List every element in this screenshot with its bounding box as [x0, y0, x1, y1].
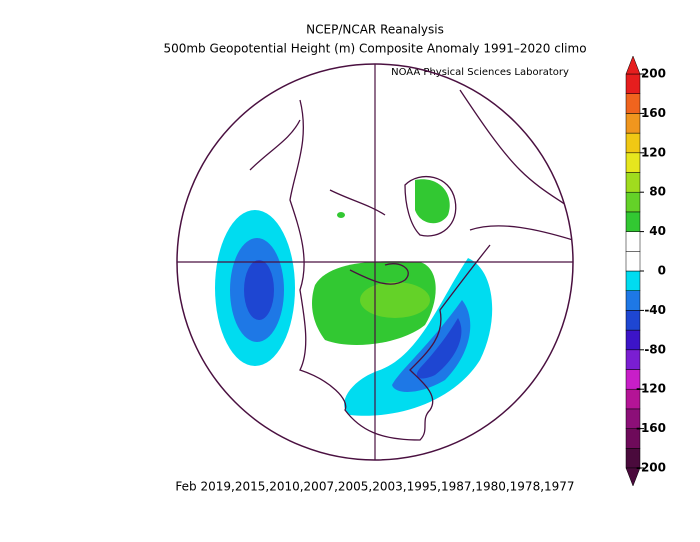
- colorbar-label: 80: [649, 185, 666, 199]
- map: [177, 64, 573, 460]
- positive-anomaly: [360, 282, 430, 318]
- colorbar-label: 120: [641, 145, 666, 159]
- colorbar-label: -40: [644, 303, 666, 317]
- colorbar-segment: [625, 251, 641, 272]
- negative-anomaly: [344, 258, 493, 416]
- colorbar-segment: [625, 93, 641, 114]
- colorbar-segment: [625, 132, 641, 154]
- colorbar-arrow: [625, 55, 641, 75]
- colorbar-segment: [625, 211, 641, 232]
- colorbar-label: 200: [641, 67, 666, 81]
- colorbar-label: 0: [658, 264, 666, 278]
- colorbar-segment: [625, 231, 641, 252]
- negative-anomaly: [244, 260, 274, 320]
- colorbar-label: -160: [636, 421, 666, 435]
- title: NCEP/NCAR Reanalysis: [306, 23, 444, 37]
- positive-anomaly: [415, 179, 450, 224]
- colorbar-label: -200: [636, 461, 666, 475]
- positive-anomaly: [337, 212, 345, 218]
- colorbar-segment: [625, 329, 641, 351]
- map-border: [176, 63, 574, 461]
- negative-anomaly: [416, 318, 462, 379]
- colorbar-segment: [625, 191, 641, 213]
- colorbar-label: 40: [649, 224, 666, 238]
- colorbar-segment: [625, 270, 641, 291]
- footer: Feb 2019,2015,2010,2007,2005,2003,1995,1…: [175, 480, 574, 494]
- colorbar-segment: [625, 73, 641, 94]
- colorbar-label: -120: [636, 382, 666, 396]
- credit: NOAA Physical Sciences Laboratory: [391, 67, 569, 78]
- colorbar: -200 -160 -120 -80 -40 0 40 80 120 160 200: [625, 55, 666, 487]
- colorbar-segment: [625, 310, 641, 331]
- colorbar-arrow: [625, 467, 641, 487]
- colorbar-label: -80: [644, 342, 666, 356]
- colorbar-segment: [625, 290, 641, 311]
- colorbar-label: 160: [641, 106, 666, 120]
- colorbar-segment: [625, 349, 641, 370]
- colorbar-segment: [625, 152, 641, 173]
- colorbar-segment: [625, 172, 641, 193]
- colorbar-segment: [625, 113, 641, 134]
- subtitle: 500mb Geopotential Height (m) Composite …: [163, 42, 586, 56]
